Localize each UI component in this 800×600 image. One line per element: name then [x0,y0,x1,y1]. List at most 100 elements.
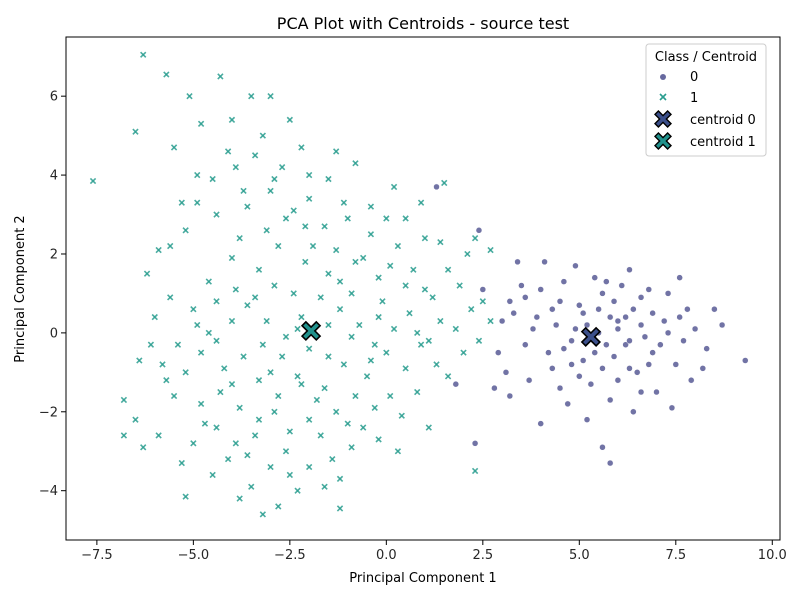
point-class-0 [533,313,541,321]
x-tick-label: 2.5 [472,548,493,563]
point-class-1 [375,436,382,443]
point-class-0 [587,380,595,388]
legend-label-class-0: 0 [690,70,698,85]
y-tick-label: 6 [50,90,58,105]
point-class-1 [414,329,421,337]
point-class-1 [244,302,251,309]
point-class-0 [649,309,656,317]
y-tick-label: 4 [50,169,58,184]
point-class-1 [464,250,471,258]
point-class-1 [217,388,224,396]
point-class-0 [568,337,575,345]
point-class-0 [680,337,687,345]
point-class-1 [271,408,278,415]
point-class-1 [313,396,321,404]
point-class-1 [444,266,452,273]
point-class-1 [224,455,232,463]
point-class-1 [340,199,348,206]
point-class-0 [606,396,614,404]
point-class-1 [140,51,147,58]
legend-label-centroid-1: centroid 1 [690,135,756,150]
point-class-1 [275,392,282,400]
point-class-1 [178,199,185,206]
point-class-1 [367,231,375,238]
x-tick-label: 7.5 [665,548,686,563]
point-class-1 [429,294,436,301]
point-class-0 [583,416,591,423]
point-class-1 [367,357,375,364]
point-class-1 [170,392,178,400]
point-class-1 [298,313,305,321]
y-axis-ticks: −4 −2 0 2 4 6 [39,90,66,499]
point-class-0 [622,341,629,348]
point-class-1 [332,408,340,415]
point-class-0 [591,274,598,281]
point-class-1 [224,148,232,155]
point-class-0 [556,384,564,392]
point-class-1 [163,377,170,384]
point-class-1 [244,452,251,459]
point-class-0 [595,305,602,313]
point-class-0 [626,266,633,274]
point-class-0 [684,305,691,313]
point-class-1 [471,235,479,242]
legend-label-centroid-0: centroid 0 [690,113,756,128]
legend-marker-class-0 [660,74,666,80]
point-class-0 [699,365,707,372]
centroid-0-marker [580,326,602,347]
point-class-1 [290,290,297,297]
point-class-1 [182,493,189,500]
point-class-0 [518,282,525,289]
point-class-0 [653,388,660,396]
point-class-1 [259,511,266,518]
point-class-1 [244,203,251,210]
point-class-1 [248,93,255,100]
point-class-1 [379,298,386,305]
point-class-1 [317,294,324,301]
point-class-1 [236,495,243,502]
point-class-1 [267,187,274,195]
point-class-0 [549,305,556,313]
point-class-0 [664,329,672,337]
point-class-1 [336,475,344,483]
point-class-1 [417,341,425,348]
point-class-0 [564,400,571,408]
point-class-0 [591,349,598,356]
point-class-1 [248,483,255,490]
point-class-1 [197,349,205,356]
point-class-1 [136,357,143,364]
legend-box [645,43,767,157]
point-class-1 [305,345,313,352]
point-class-1 [213,211,220,218]
point-class-1 [286,428,294,435]
legend-label-class-1: 1 [690,91,698,106]
point-class-0 [433,183,440,191]
point-class-1 [251,152,259,159]
point-class-0 [572,325,579,333]
point-class-1 [383,349,390,356]
point-class-1 [402,365,409,372]
point-class-1 [132,416,139,423]
point-class-0 [626,337,633,345]
x-tick-label: 0.0 [376,548,397,563]
point-class-0 [687,376,695,384]
point-class-1 [151,313,158,321]
point-class-1 [155,432,162,439]
point-class-1 [228,381,236,388]
point-class-0 [549,365,556,372]
point-class-1 [163,71,170,78]
point-class-0 [637,321,645,329]
point-class-1 [228,116,236,124]
point-class-1 [155,246,162,254]
point-class-0 [471,440,479,447]
y-tick-label: 2 [50,247,58,262]
point-class-1 [278,353,286,360]
point-class-0 [583,321,591,329]
point-class-0 [614,376,622,384]
point-class-1 [367,203,375,210]
point-class-1 [294,487,301,494]
point-class-1 [305,171,313,179]
point-class-0 [495,349,502,356]
point-class-1 [251,432,259,439]
point-class-0 [645,286,653,293]
